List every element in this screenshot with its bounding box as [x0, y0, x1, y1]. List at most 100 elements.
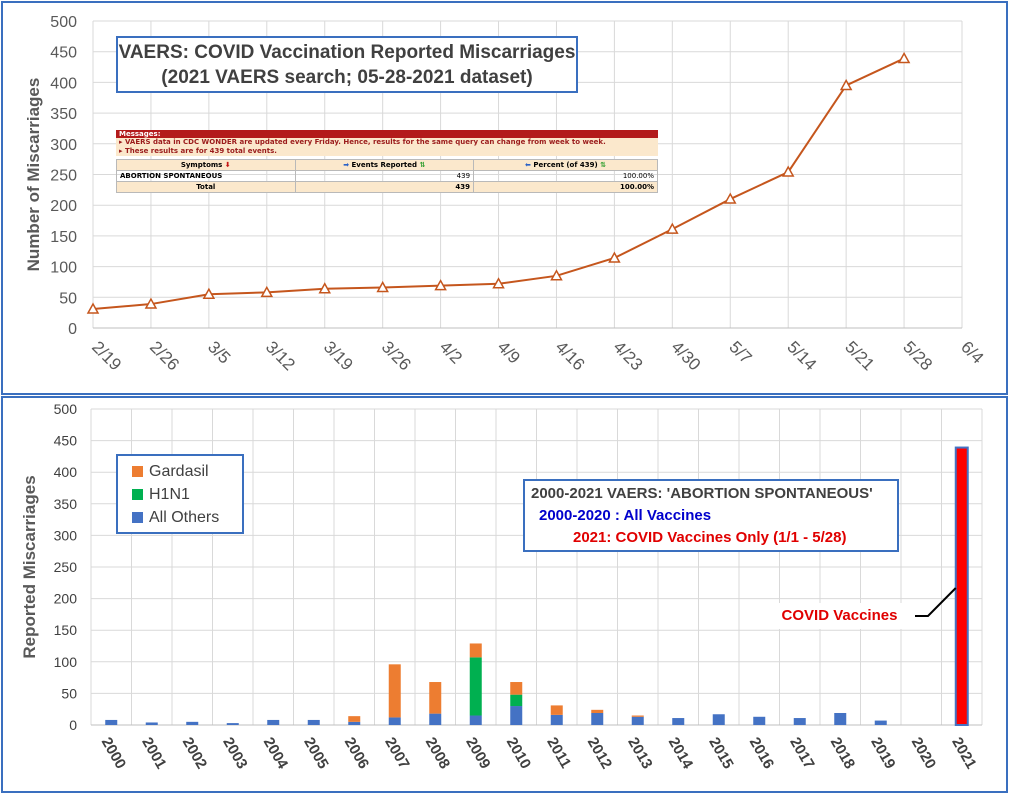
- x-tick-label: 4/30: [668, 337, 705, 374]
- x-tick-label: 2/26: [146, 337, 183, 374]
- chart-title: VAERS: COVID Vaccination Reported Miscar…: [118, 42, 576, 63]
- y-tick-label: 350: [54, 496, 78, 512]
- data-point-marker: [550, 269, 563, 281]
- y-axis-label: Number of Miscarriages: [24, 78, 43, 272]
- column-header[interactable]: ➡ Events Reported ⇅: [294, 159, 475, 171]
- data-point-marker: [781, 165, 795, 177]
- x-tick-label: 2011: [543, 735, 574, 772]
- data-point-marker: [202, 287, 216, 299]
- column-header[interactable]: ⬅ Percent (of 439) ⇅: [473, 159, 658, 171]
- x-tick-label: 2014: [665, 735, 697, 773]
- bar-segment: [510, 694, 523, 707]
- x-tick-label: 6/4: [957, 337, 987, 367]
- bar-segment: [874, 720, 887, 725]
- y-tick-label: 400: [54, 464, 78, 480]
- data-point-marker: [666, 222, 679, 234]
- info-title: 2000-2021 VAERS: 'ABORTION SPONTANEOUS': [531, 485, 873, 502]
- bar-segment: [348, 721, 361, 725]
- y-tick-label: 50: [61, 685, 77, 701]
- chart-subtitle: (2021 VAERS search; 05-28-2021 dataset): [161, 67, 533, 88]
- legend-swatch: [132, 512, 143, 523]
- message-line: ▸ These results are for 439 total events…: [116, 147, 658, 156]
- data-point-marker: [897, 51, 911, 64]
- x-tick-label: 2015: [705, 735, 736, 772]
- bar-segment: [591, 712, 604, 725]
- bar-segment: [105, 719, 118, 725]
- y-tick-label: 500: [54, 401, 78, 417]
- data-point-marker: [86, 302, 100, 314]
- table-cell: 100.00%: [473, 181, 658, 193]
- y-tick-label: 450: [54, 433, 78, 449]
- info-box: 2000-2021 VAERS: 'ABORTION SPONTANEOUS' …: [523, 479, 899, 552]
- x-tick-label: 2/19: [88, 337, 125, 374]
- x-tick-label: 2017: [786, 735, 817, 772]
- bar-segment: [793, 718, 806, 725]
- bar-segment: [267, 719, 280, 725]
- bar-segment: [753, 716, 766, 725]
- y-tick-label: 0: [69, 717, 77, 733]
- x-tick-label: 2008: [422, 735, 453, 772]
- data-point-marker: [318, 282, 332, 294]
- y-tick-label: 0: [68, 321, 77, 338]
- bar-segment: [510, 706, 523, 725]
- bar-segment: [631, 715, 644, 717]
- message-line: ▸ VAERS data in CDC WONDER are updated e…: [116, 138, 658, 147]
- x-tick-label: 2003: [219, 735, 250, 772]
- bar-segment: [631, 716, 644, 725]
- x-tick-label: 2012: [584, 735, 615, 772]
- x-tick-label: 2004: [260, 735, 292, 773]
- table-header-row: Symptoms ⬇ ➡ Events Reported ⇅ ⬅ Percent…: [116, 159, 658, 171]
- y-tick-label: 450: [50, 45, 77, 62]
- data-point-marker: [144, 297, 158, 309]
- bar-segment: [469, 657, 482, 716]
- bar-segment: [145, 722, 158, 725]
- top-chart-panel: 0 50 100 150 200 250 300 350 400 450 500 2/19 2/26 3/…: [1, 1, 1008, 395]
- info-line-2000-2020: 2000-2020 : All Vaccines: [539, 507, 712, 524]
- y-tick-label: 50: [59, 290, 77, 307]
- table-cell: 100.00%: [473, 170, 658, 182]
- chart-title-box: VAERS: COVID Vaccination Reported Miscar…: [116, 36, 578, 93]
- x-tick-label: 2019: [867, 735, 898, 772]
- legend-swatch: [132, 466, 143, 477]
- covid-vaccines-callout: COVID Vaccines: [766, 603, 913, 629]
- bar-segment: [550, 714, 563, 725]
- data-point-marker: [434, 279, 447, 291]
- x-tick-label: 2000: [98, 735, 129, 772]
- x-tick-label: 2016: [746, 735, 777, 772]
- arrow-right-icon: ➡: [343, 161, 350, 169]
- bar-segment: [834, 712, 847, 725]
- x-tick-label: 2002: [179, 735, 210, 772]
- x-tick-label: 5/14: [783, 337, 820, 374]
- y-tick-label: 300: [54, 527, 78, 543]
- bar-segment: [186, 721, 199, 725]
- sort-icon: ⇅: [419, 161, 426, 169]
- bottom-chart-panel: 0 50 100 150 200 250 300 350 400 450 500 Reported M…: [1, 396, 1008, 793]
- y-tick-label: 200: [54, 591, 78, 607]
- wonder-messages-panel: Messages: ▸ VAERS data in CDC WONDER are…: [116, 130, 658, 193]
- table-total-row: Total 439 100.00%: [116, 181, 658, 193]
- x-tick-label: 2021: [948, 735, 979, 772]
- x-tick-label: 3/5: [204, 337, 234, 367]
- bar-segment: [550, 705, 563, 715]
- arrow-left-icon: ⬅: [525, 161, 531, 169]
- column-header[interactable]: Symptoms ⬇: [116, 159, 296, 171]
- y-axis-label: Reported Miscarriages: [20, 475, 39, 658]
- x-tick-label: 4/9: [494, 337, 524, 367]
- y-tick-label: 150: [54, 622, 78, 638]
- table-cell: ABORTION SPONTANEOUS: [116, 170, 296, 182]
- bar-segment: [672, 718, 685, 725]
- table-row: ABORTION SPONTANEOUS 439 100.00%: [116, 170, 658, 182]
- x-tick-label: 5/28: [899, 337, 936, 374]
- y-tick-label: 100: [50, 260, 77, 277]
- bar-segment: [469, 643, 482, 658]
- table-cell: Total: [116, 181, 296, 193]
- x-tick-label: 4/2: [436, 337, 466, 367]
- info-line-2021: 2021: COVID Vaccines Only (1/1 - 5/28): [573, 529, 847, 546]
- bar-segment: [388, 664, 401, 718]
- bar-segment: [469, 715, 482, 725]
- x-tick-label: 3/12: [262, 337, 299, 374]
- x-tick-label: 4/16: [552, 337, 589, 374]
- table-cell: 439: [294, 181, 475, 193]
- bar-segment: [429, 682, 442, 714]
- x-tick-label: 2007: [381, 735, 412, 772]
